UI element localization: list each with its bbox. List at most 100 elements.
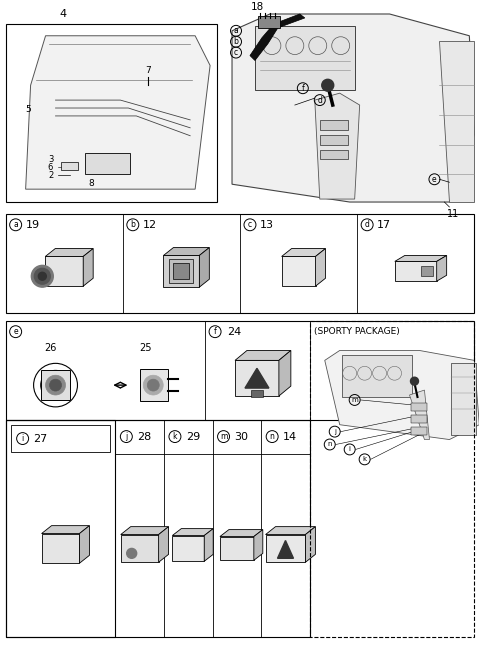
Text: 5: 5	[26, 105, 32, 115]
Bar	[220, 536, 254, 560]
Text: 4: 4	[59, 9, 66, 19]
Bar	[6, 24, 217, 202]
Bar	[42, 534, 80, 563]
Bar	[173, 263, 190, 279]
Bar	[265, 534, 305, 562]
Text: a: a	[234, 26, 239, 35]
Circle shape	[147, 379, 159, 391]
Polygon shape	[220, 530, 263, 536]
Bar	[320, 149, 348, 159]
Text: m: m	[220, 432, 227, 441]
Text: f: f	[214, 328, 216, 336]
Text: 18: 18	[251, 2, 264, 12]
Text: a: a	[13, 220, 18, 229]
Bar	[410, 415, 428, 422]
Polygon shape	[282, 248, 325, 257]
Circle shape	[35, 269, 50, 284]
Bar	[282, 257, 315, 286]
Bar	[410, 403, 428, 411]
Bar	[6, 214, 474, 313]
Bar	[6, 321, 474, 420]
Bar	[320, 120, 348, 130]
Text: 30: 30	[235, 432, 249, 441]
Polygon shape	[265, 527, 315, 534]
Text: j: j	[125, 432, 128, 441]
Bar	[169, 259, 193, 283]
Bar	[115, 420, 310, 455]
Bar	[85, 153, 130, 174]
Polygon shape	[277, 540, 293, 558]
Bar	[395, 261, 437, 281]
Text: k: k	[362, 457, 367, 462]
Text: e: e	[432, 175, 437, 184]
Bar	[41, 370, 71, 400]
Bar	[121, 534, 158, 562]
Bar	[45, 257, 83, 286]
Polygon shape	[245, 368, 269, 388]
Polygon shape	[204, 529, 213, 561]
Text: 17: 17	[377, 220, 391, 230]
Bar	[164, 255, 199, 287]
Bar	[421, 267, 432, 276]
Bar	[11, 424, 110, 453]
Circle shape	[127, 548, 137, 558]
Polygon shape	[42, 526, 89, 534]
Bar	[258, 16, 280, 28]
Bar	[251, 390, 263, 397]
Polygon shape	[121, 527, 168, 534]
Bar	[410, 426, 428, 435]
Text: 24: 24	[227, 327, 241, 337]
Text: 8: 8	[88, 179, 94, 188]
Polygon shape	[232, 14, 474, 202]
Bar	[310, 321, 474, 637]
Polygon shape	[439, 41, 474, 202]
Text: 14: 14	[283, 432, 297, 441]
Text: 2: 2	[48, 171, 53, 180]
Text: b: b	[234, 37, 239, 47]
Text: 25: 25	[139, 343, 152, 352]
Text: k: k	[173, 432, 177, 441]
Text: 26: 26	[44, 343, 57, 352]
Bar	[60, 162, 78, 170]
Text: n: n	[270, 432, 275, 441]
Bar	[342, 356, 411, 397]
Polygon shape	[315, 248, 325, 286]
Circle shape	[410, 377, 419, 385]
Text: d: d	[365, 220, 370, 229]
Polygon shape	[235, 350, 291, 360]
Polygon shape	[25, 36, 210, 189]
Text: b: b	[131, 220, 135, 229]
Bar	[6, 420, 310, 637]
Polygon shape	[83, 248, 93, 286]
Text: n: n	[327, 441, 332, 447]
Polygon shape	[437, 255, 447, 281]
Text: 29: 29	[186, 432, 200, 441]
Polygon shape	[305, 527, 315, 562]
Polygon shape	[158, 527, 168, 562]
Polygon shape	[80, 526, 89, 563]
Circle shape	[31, 265, 53, 287]
Polygon shape	[409, 390, 430, 440]
Polygon shape	[395, 255, 447, 261]
Circle shape	[38, 272, 46, 280]
Circle shape	[144, 375, 163, 395]
Text: c: c	[248, 220, 252, 229]
Polygon shape	[45, 248, 93, 257]
Text: 19: 19	[25, 220, 40, 230]
Polygon shape	[279, 350, 291, 396]
Polygon shape	[254, 530, 263, 560]
Text: i: i	[22, 434, 24, 443]
Circle shape	[322, 79, 334, 91]
Polygon shape	[250, 14, 305, 60]
Polygon shape	[199, 248, 209, 287]
Polygon shape	[164, 248, 209, 255]
Text: m: m	[351, 397, 358, 403]
Bar	[255, 26, 355, 90]
Text: 3: 3	[48, 155, 53, 164]
Text: e: e	[13, 328, 18, 336]
Text: 11: 11	[447, 209, 460, 219]
Circle shape	[49, 379, 61, 391]
Bar	[320, 135, 348, 145]
Text: (SPORTY PACKAGE): (SPORTY PACKAGE)	[314, 328, 399, 336]
Text: i: i	[348, 447, 351, 453]
